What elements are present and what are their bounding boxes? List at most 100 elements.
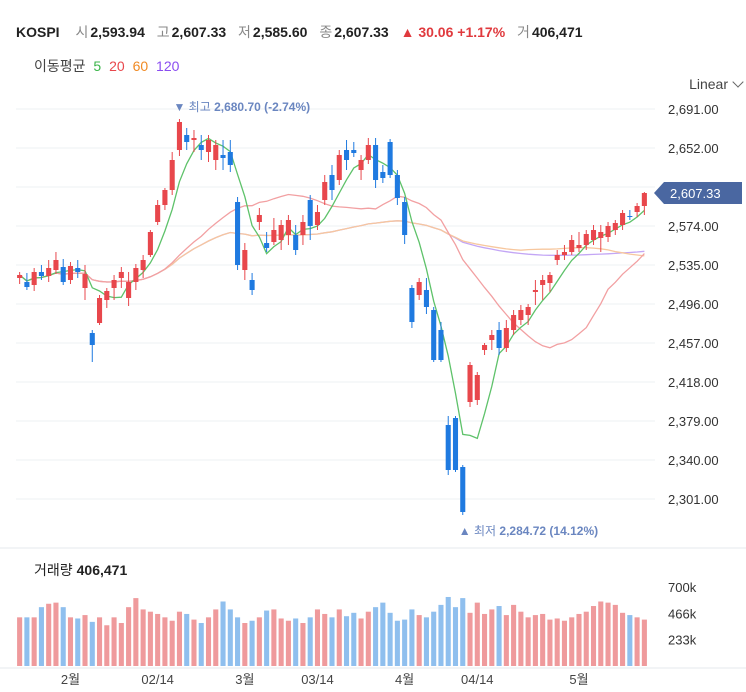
volume-bar [569, 617, 575, 666]
volume-bar [467, 612, 473, 666]
candle-body [518, 310, 524, 320]
volume-bar [227, 609, 233, 666]
price-tick-label: 2,418.00 [668, 375, 719, 390]
candle-body [293, 235, 299, 250]
candle-body [598, 232, 604, 238]
candle-body [285, 220, 291, 235]
volume-bar [285, 620, 291, 666]
candle-body [416, 282, 422, 295]
candle-body [147, 232, 153, 255]
candle-body [532, 290, 538, 292]
volume-bar [278, 618, 284, 666]
candle-body [438, 330, 444, 360]
candle-body [322, 182, 328, 200]
volume-bar [242, 623, 248, 666]
low-label: 저 [238, 24, 251, 40]
volume-bar [75, 618, 81, 666]
candle-body [118, 272, 124, 278]
volume-bar [17, 617, 23, 666]
volume-tick-label: 466k [668, 606, 697, 621]
candle-body [496, 330, 502, 348]
candle-body [271, 230, 277, 242]
x-tick-label: 04/14 [461, 672, 494, 687]
volume-bar [351, 612, 357, 666]
volume-bar [525, 617, 531, 666]
candle-body [351, 150, 357, 153]
candle-body [605, 226, 611, 237]
volume-bar [620, 612, 626, 666]
candle-body [184, 135, 190, 142]
volume-bar [104, 625, 110, 666]
candle-body [235, 202, 241, 265]
volume-bar [518, 611, 524, 666]
volume-bar [460, 598, 466, 666]
volume-bar [634, 617, 640, 666]
volume-bar [482, 613, 488, 666]
candle-body [198, 145, 204, 150]
volume-bar [532, 615, 538, 666]
volume-bar [409, 609, 415, 666]
candle-body [67, 266, 74, 280]
volume-bar [31, 617, 37, 666]
volume-bar [489, 609, 495, 666]
ma20-line [19, 193, 645, 349]
candle-body [467, 365, 473, 402]
volume-bar [373, 607, 379, 666]
price-tick-label: 2,574.00 [668, 219, 719, 234]
volume-bar [96, 617, 103, 666]
candle-body [169, 160, 175, 190]
volume-tick-label: 700k [668, 580, 697, 595]
volume-bar [155, 613, 161, 666]
volume-bar [416, 615, 422, 666]
candle-body [155, 205, 161, 222]
price-tick-label: 2,301.00 [668, 492, 719, 507]
candle-body [89, 333, 95, 345]
volume-bar [496, 606, 502, 666]
candle-body [278, 225, 284, 240]
volume-bar [256, 617, 262, 666]
candle-body [358, 160, 364, 170]
volume-bar [329, 617, 335, 666]
volume-bar [46, 603, 52, 666]
volume-bar [612, 604, 618, 666]
volume-bar [394, 620, 400, 666]
volume-label: 거 [517, 24, 530, 40]
candle-body [53, 260, 59, 270]
x-tick-label: 2월 [61, 672, 80, 687]
price-tick-label: 2,340.00 [668, 453, 719, 468]
price-tick-label: 2,457.00 [668, 336, 719, 351]
candle-body [460, 467, 466, 512]
price-tick-label: 2,691.00 [668, 102, 719, 117]
volume-bar [474, 602, 480, 666]
candle-body [525, 307, 531, 315]
volume-bar [176, 611, 182, 666]
volume-bar [60, 607, 66, 666]
candle-body [111, 280, 117, 288]
candle-body [561, 252, 568, 255]
high-label: 고 [156, 24, 170, 40]
volume-bar [293, 618, 299, 666]
volume-bar [402, 619, 408, 666]
volume-panel-value: 406,471 [76, 562, 128, 578]
volume-bar [191, 619, 197, 666]
candle-body [431, 310, 437, 360]
moving-average-legend[interactable]: 이동평균 5 20 60 120 [34, 56, 183, 76]
candle-body [540, 280, 546, 285]
candle-body [140, 260, 146, 270]
volume-bar [605, 602, 611, 666]
candle-body [365, 145, 371, 160]
volume-bar [184, 613, 190, 666]
volume-bar [583, 611, 589, 666]
volume-bar [162, 617, 168, 666]
candle-body [445, 425, 451, 470]
candle-body [227, 152, 233, 165]
candle-body [452, 418, 459, 470]
scale-selector[interactable]: Linear [689, 76, 744, 92]
price-tick-label: 2,652.00 [668, 141, 719, 156]
ma-5: 5 [93, 58, 102, 74]
volume-panel-label: 거래량 406,471 [34, 560, 127, 580]
volume-bar [213, 609, 219, 666]
ma-20: 20 [109, 58, 125, 74]
candle-body [213, 145, 219, 160]
